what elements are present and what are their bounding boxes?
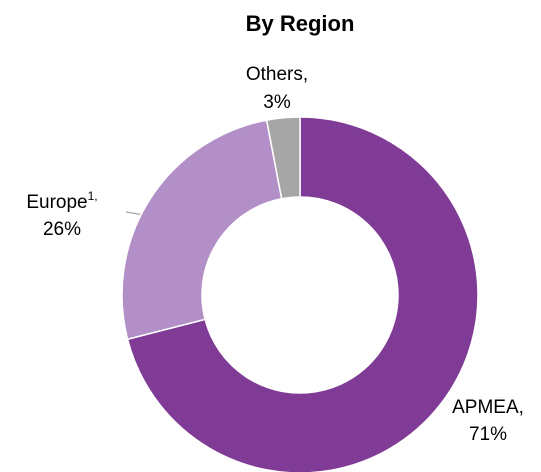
value-label: 3% — [263, 92, 291, 113]
category-name: Others, — [246, 64, 308, 85]
donut-segment — [121, 119, 283, 341]
value-label: 71% — [469, 424, 507, 445]
chart-title: By Region — [246, 11, 355, 36]
value-label: 26% — [43, 219, 81, 240]
segment-label: APMEA, — [452, 397, 524, 418]
footnote-mark: 1, — [88, 189, 98, 203]
donut-segment — [126, 116, 479, 472]
donut-segment — [265, 116, 301, 200]
category-name: APMEA, — [452, 397, 524, 418]
category-name: Europe — [26, 192, 87, 213]
segment-label: Europe1, — [26, 189, 97, 213]
segment-label: Others, — [246, 64, 308, 85]
